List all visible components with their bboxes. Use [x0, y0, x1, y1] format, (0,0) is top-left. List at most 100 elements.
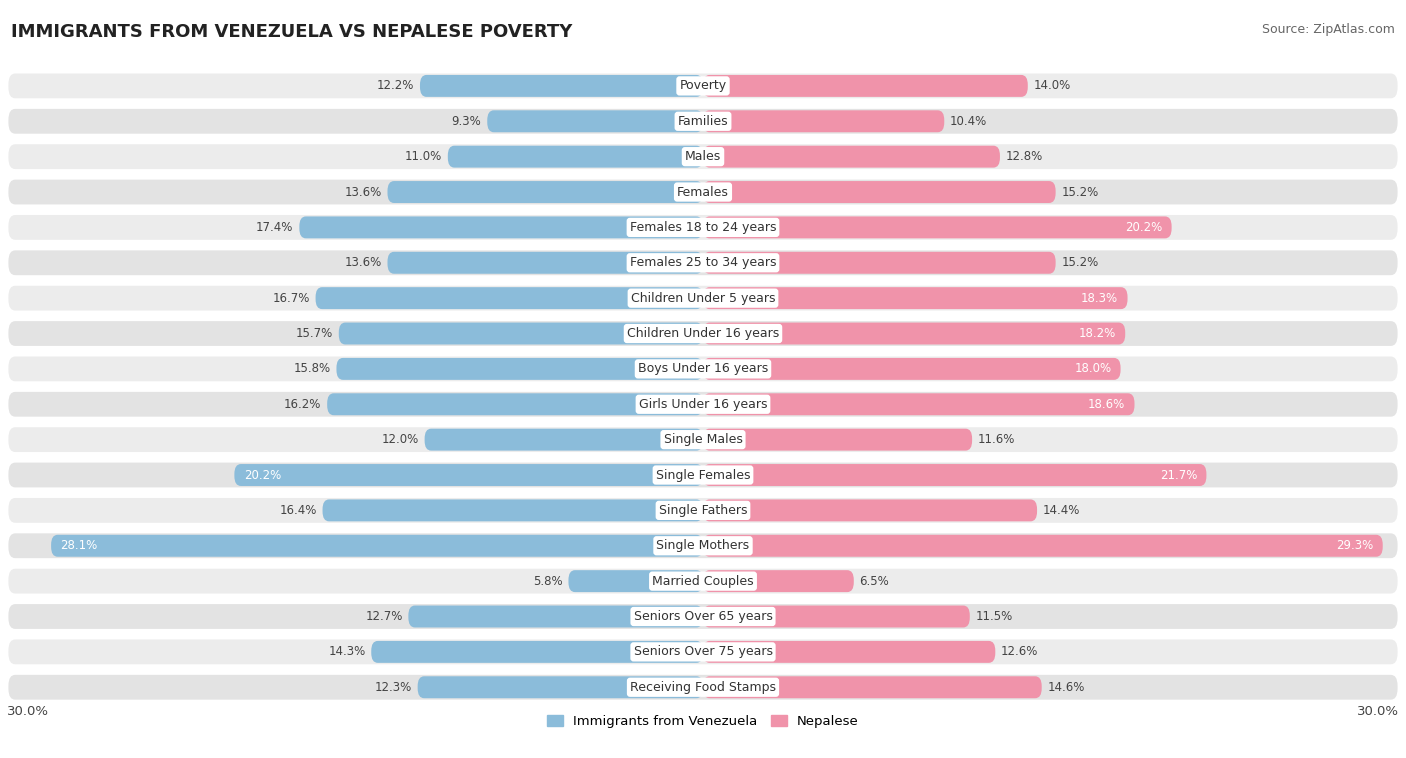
Text: 15.7%: 15.7% — [295, 327, 333, 340]
Text: Married Couples: Married Couples — [652, 575, 754, 587]
Text: 14.0%: 14.0% — [1033, 80, 1071, 92]
Text: 20.2%: 20.2% — [243, 468, 281, 481]
Text: Females 25 to 34 years: Females 25 to 34 years — [630, 256, 776, 269]
Text: 20.2%: 20.2% — [1125, 221, 1163, 234]
Text: 14.6%: 14.6% — [1047, 681, 1085, 694]
Text: 12.0%: 12.0% — [381, 433, 419, 446]
FancyBboxPatch shape — [703, 252, 1056, 274]
FancyBboxPatch shape — [425, 429, 703, 450]
Text: Families: Families — [678, 114, 728, 128]
Text: 12.2%: 12.2% — [377, 80, 415, 92]
FancyBboxPatch shape — [703, 111, 945, 132]
Text: 12.3%: 12.3% — [374, 681, 412, 694]
FancyBboxPatch shape — [703, 464, 1206, 486]
FancyBboxPatch shape — [703, 358, 1121, 380]
FancyBboxPatch shape — [447, 146, 703, 168]
FancyBboxPatch shape — [703, 75, 1028, 97]
FancyBboxPatch shape — [371, 641, 703, 662]
FancyBboxPatch shape — [703, 217, 1171, 238]
Text: 18.3%: 18.3% — [1081, 292, 1118, 305]
FancyBboxPatch shape — [299, 217, 703, 238]
Text: 9.3%: 9.3% — [451, 114, 481, 128]
Text: 18.2%: 18.2% — [1078, 327, 1116, 340]
FancyBboxPatch shape — [322, 500, 703, 522]
FancyBboxPatch shape — [703, 146, 1000, 168]
FancyBboxPatch shape — [7, 178, 1399, 206]
FancyBboxPatch shape — [388, 181, 703, 203]
Text: Single Females: Single Females — [655, 468, 751, 481]
Text: 11.5%: 11.5% — [976, 610, 1012, 623]
FancyBboxPatch shape — [7, 284, 1399, 312]
FancyBboxPatch shape — [7, 390, 1399, 418]
FancyBboxPatch shape — [7, 426, 1399, 453]
FancyBboxPatch shape — [51, 535, 703, 556]
Text: 18.0%: 18.0% — [1074, 362, 1111, 375]
Text: 11.0%: 11.0% — [405, 150, 441, 163]
FancyBboxPatch shape — [388, 252, 703, 274]
Text: 5.8%: 5.8% — [533, 575, 562, 587]
FancyBboxPatch shape — [7, 249, 1399, 277]
Text: Single Males: Single Males — [664, 433, 742, 446]
Text: 14.4%: 14.4% — [1043, 504, 1080, 517]
Text: Females: Females — [678, 186, 728, 199]
FancyBboxPatch shape — [420, 75, 703, 97]
Text: 16.4%: 16.4% — [280, 504, 316, 517]
Text: Females 18 to 24 years: Females 18 to 24 years — [630, 221, 776, 234]
FancyBboxPatch shape — [7, 567, 1399, 595]
FancyBboxPatch shape — [488, 111, 703, 132]
FancyBboxPatch shape — [315, 287, 703, 309]
FancyBboxPatch shape — [7, 143, 1399, 171]
Text: IMMIGRANTS FROM VENEZUELA VS NEPALESE POVERTY: IMMIGRANTS FROM VENEZUELA VS NEPALESE PO… — [11, 23, 572, 41]
FancyBboxPatch shape — [703, 570, 853, 592]
FancyBboxPatch shape — [418, 676, 703, 698]
FancyBboxPatch shape — [703, 181, 1056, 203]
FancyBboxPatch shape — [568, 570, 703, 592]
FancyBboxPatch shape — [7, 355, 1399, 383]
Text: 15.2%: 15.2% — [1062, 256, 1098, 269]
FancyBboxPatch shape — [7, 603, 1399, 631]
Text: 15.8%: 15.8% — [294, 362, 330, 375]
Text: 30.0%: 30.0% — [7, 705, 49, 718]
FancyBboxPatch shape — [235, 464, 703, 486]
Text: 13.6%: 13.6% — [344, 256, 381, 269]
Text: Single Fathers: Single Fathers — [659, 504, 747, 517]
Text: 12.6%: 12.6% — [1001, 645, 1039, 659]
FancyBboxPatch shape — [408, 606, 703, 628]
FancyBboxPatch shape — [703, 676, 1042, 698]
Text: Boys Under 16 years: Boys Under 16 years — [638, 362, 768, 375]
Text: 14.3%: 14.3% — [328, 645, 366, 659]
FancyBboxPatch shape — [7, 638, 1399, 666]
Text: Children Under 5 years: Children Under 5 years — [631, 292, 775, 305]
FancyBboxPatch shape — [7, 108, 1399, 135]
Text: 28.1%: 28.1% — [60, 539, 97, 553]
FancyBboxPatch shape — [7, 673, 1399, 701]
Text: Poverty: Poverty — [679, 80, 727, 92]
Text: Seniors Over 65 years: Seniors Over 65 years — [634, 610, 772, 623]
Text: Receiving Food Stamps: Receiving Food Stamps — [630, 681, 776, 694]
Text: 17.4%: 17.4% — [256, 221, 294, 234]
FancyBboxPatch shape — [703, 429, 972, 450]
Text: 16.7%: 16.7% — [273, 292, 309, 305]
Text: 29.3%: 29.3% — [1336, 539, 1374, 553]
Text: 21.7%: 21.7% — [1160, 468, 1197, 481]
FancyBboxPatch shape — [7, 320, 1399, 347]
FancyBboxPatch shape — [703, 287, 1128, 309]
FancyBboxPatch shape — [328, 393, 703, 415]
FancyBboxPatch shape — [703, 641, 995, 662]
FancyBboxPatch shape — [7, 214, 1399, 241]
Text: 12.7%: 12.7% — [366, 610, 402, 623]
Text: Seniors Over 75 years: Seniors Over 75 years — [634, 645, 772, 659]
FancyBboxPatch shape — [703, 606, 970, 628]
FancyBboxPatch shape — [703, 323, 1125, 344]
FancyBboxPatch shape — [7, 532, 1399, 559]
Text: 6.5%: 6.5% — [859, 575, 890, 587]
Text: 15.2%: 15.2% — [1062, 186, 1098, 199]
Text: 13.6%: 13.6% — [344, 186, 381, 199]
Text: 10.4%: 10.4% — [950, 114, 987, 128]
FancyBboxPatch shape — [7, 461, 1399, 489]
Text: Girls Under 16 years: Girls Under 16 years — [638, 398, 768, 411]
Text: 11.6%: 11.6% — [979, 433, 1015, 446]
FancyBboxPatch shape — [336, 358, 703, 380]
Text: Children Under 16 years: Children Under 16 years — [627, 327, 779, 340]
Text: 18.6%: 18.6% — [1088, 398, 1125, 411]
